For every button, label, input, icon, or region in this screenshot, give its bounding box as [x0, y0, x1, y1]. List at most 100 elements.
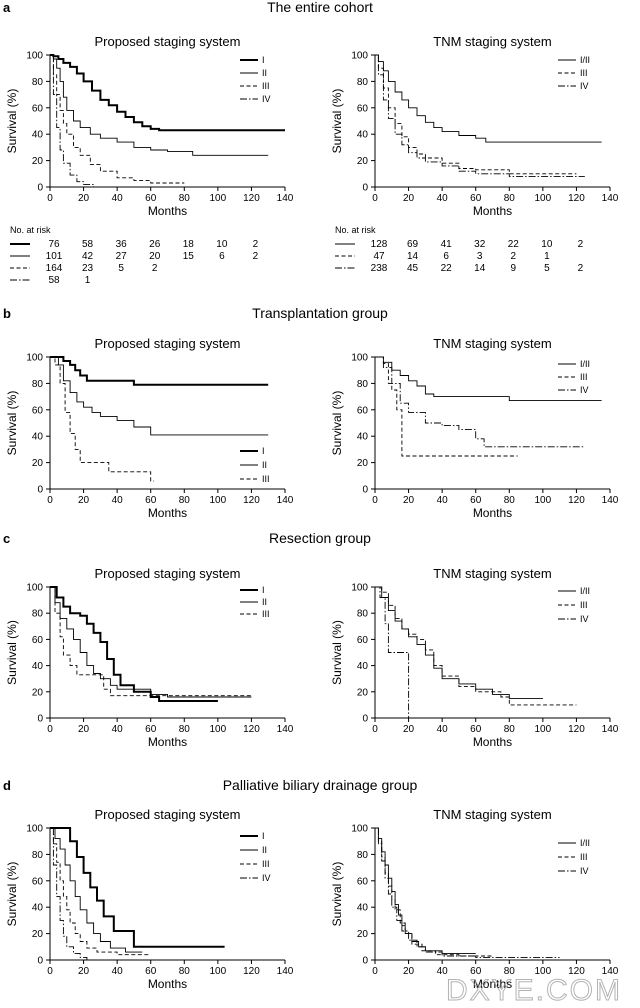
risk-count: 128 [371, 239, 388, 250]
risk-count: 27 [116, 251, 128, 262]
legend-label: III [262, 609, 270, 619]
legend-label: IV [580, 614, 589, 624]
x-axis-label: Months [473, 204, 512, 218]
section-title: Resection group [269, 530, 371, 546]
panel-title: TNM staging system [433, 807, 551, 822]
x-tick-label: 140 [277, 193, 294, 204]
legend-label: I [262, 831, 265, 841]
x-tick-label: 140 [277, 495, 294, 506]
y-tick-label: 0 [362, 485, 368, 496]
risk-count: 36 [116, 239, 128, 250]
series-line-iv [375, 54, 585, 177]
section-letter: c [3, 531, 10, 546]
legend-label: I/II [580, 359, 590, 369]
x-tick-label: 140 [277, 724, 294, 735]
y-axis-label: Survival (%) [330, 862, 344, 927]
x-tick-label: 100 [535, 724, 552, 735]
risk-count: 2 [578, 239, 584, 250]
y-tick-label: 60 [357, 635, 369, 646]
legend-label: III [580, 600, 588, 610]
risk-count: 14 [474, 263, 486, 274]
x-tick-label: 0 [47, 966, 53, 977]
x-tick-label: 0 [47, 193, 53, 204]
series-line-ii [50, 586, 252, 698]
y-axis-label: Survival (%) [330, 620, 344, 685]
section-title: The entire cohort [267, 0, 373, 15]
series-line-i [50, 356, 269, 386]
risk-count: 22 [508, 239, 520, 250]
y-tick-label: 20 [357, 458, 369, 469]
y-tick-label: 80 [357, 609, 369, 620]
x-tick-label: 20 [78, 966, 90, 977]
legend-label: III [262, 81, 270, 91]
y-tick-label: 20 [32, 156, 44, 167]
y-tick-label: 60 [357, 405, 369, 416]
x-tick-label: 20 [403, 495, 415, 506]
series-line-iii [50, 356, 155, 482]
risk-count: 58 [82, 239, 94, 250]
panel-title: Proposed staging system [95, 336, 241, 351]
x-axis-label: Months [473, 506, 512, 520]
y-tick-label: 20 [32, 929, 44, 940]
x-tick-label: 80 [179, 193, 191, 204]
series-line-iv [375, 827, 560, 958]
y-tick-label: 60 [32, 876, 44, 887]
risk-count: 238 [371, 263, 388, 274]
x-tick-label: 40 [112, 193, 124, 204]
risk-count: 76 [48, 239, 60, 250]
chart-panel-d-proposed: d Palliative biliary drainage group Propos… [3, 777, 417, 991]
y-tick-label: 100 [351, 583, 368, 594]
risk-count: 20 [149, 251, 161, 262]
y-tick-label: 80 [357, 77, 369, 88]
x-tick-label: 80 [504, 724, 516, 735]
y-tick-label: 100 [26, 353, 43, 364]
legend-label: IV [580, 385, 589, 395]
y-tick-label: 60 [357, 876, 369, 887]
series-line-ii [50, 356, 269, 436]
x-tick-label: 120 [568, 724, 585, 735]
x-tick-label: 20 [78, 193, 90, 204]
series-line-i [50, 586, 218, 702]
series-line-iv [50, 54, 95, 187]
legend-label: IV [262, 873, 271, 883]
risk-table-header: No. at risk [10, 225, 51, 235]
section-letter: a [3, 0, 11, 15]
x-tick-label: 120 [243, 724, 260, 735]
legend-label: I [262, 55, 265, 65]
x-tick-label: 80 [504, 193, 516, 204]
x-tick-label: 80 [179, 966, 191, 977]
series-line-i [50, 827, 225, 948]
y-tick-label: 80 [32, 379, 44, 390]
x-tick-label: 20 [403, 193, 415, 204]
risk-count: 15 [183, 251, 195, 262]
series-line-iv [375, 356, 585, 448]
y-tick-label: 40 [32, 432, 44, 443]
x-tick-label: 0 [47, 495, 53, 506]
x-tick-label: 60 [145, 193, 157, 204]
legend-label: III [580, 372, 588, 382]
y-tick-label: 100 [351, 353, 368, 364]
series-line-iii [375, 586, 577, 706]
legend-label: I/II [580, 586, 590, 596]
legend-label: I/II [580, 838, 590, 848]
panel-title: TNM staging system [433, 336, 551, 351]
y-tick-label: 40 [32, 661, 44, 672]
x-tick-label: 100 [535, 193, 552, 204]
series-line-i [50, 54, 285, 132]
risk-count: 41 [441, 239, 453, 250]
y-tick-label: 20 [357, 156, 369, 167]
x-tick-label: 120 [568, 495, 585, 506]
y-tick-label: 60 [32, 103, 44, 114]
watermark: DXYE.COM [446, 974, 622, 1007]
series-line-iii [50, 54, 185, 184]
legend-label: III [580, 68, 588, 78]
x-tick-label: 40 [437, 495, 449, 506]
panel-title: Proposed staging system [95, 566, 241, 581]
x-tick-label: 100 [210, 724, 227, 735]
legend-label: II [262, 68, 267, 78]
risk-count: 6 [443, 251, 449, 262]
x-tick-label: 40 [437, 193, 449, 204]
y-tick-label: 80 [32, 609, 44, 620]
section-title: Palliative biliary drainage group [223, 777, 418, 793]
